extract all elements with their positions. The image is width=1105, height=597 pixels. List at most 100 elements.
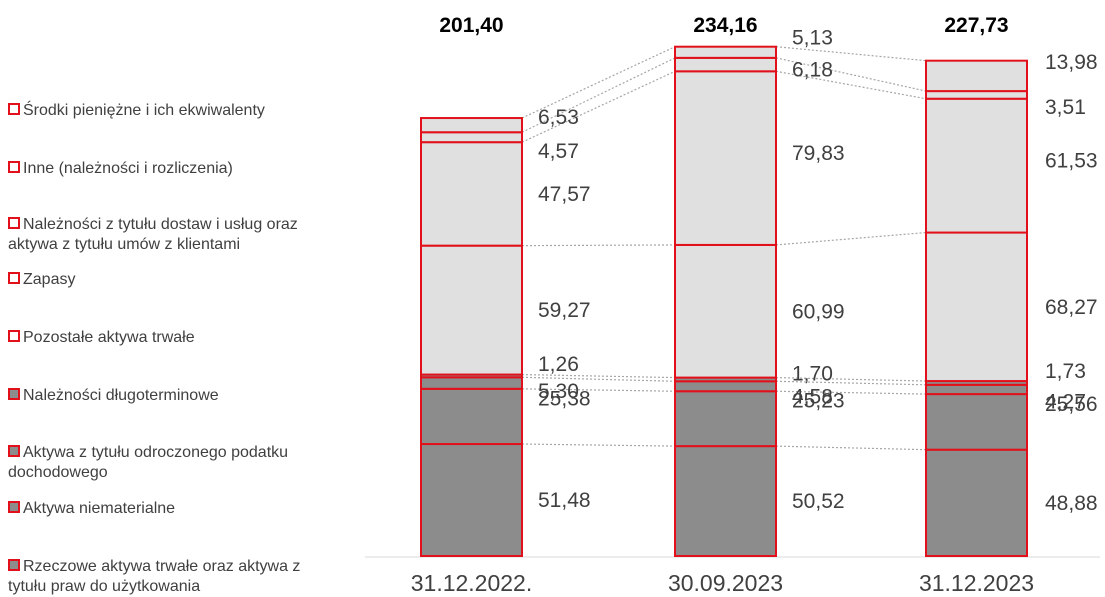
connector-line	[775, 46, 927, 62]
data-label: 4,58	[792, 385, 833, 408]
legend-item: Rzeczowe aktywa trwałe oraz aktywa z tytu…	[8, 557, 358, 597]
legend-label: dochodowego	[8, 464, 108, 481]
legend-item: Aktywa z tytułu odroczonego podatku docho…	[8, 443, 358, 483]
connector-line	[521, 388, 676, 392]
data-label: 4,57	[538, 140, 579, 163]
bar-segment	[674, 45, 777, 59]
legend-item: Należności długoterminowe	[8, 386, 358, 406]
bar-segment	[420, 141, 523, 247]
connector-line	[775, 70, 927, 100]
chart-legend: Środki pieniężne i ich ekwiwalenty Inne (…	[8, 0, 358, 597]
legend-label: Należności z tytułu dostaw i usług oraz	[23, 216, 298, 233]
legend-swatch	[8, 217, 20, 229]
data-label: 3,51	[1045, 96, 1086, 119]
connector-line	[521, 57, 676, 133]
connector-line	[775, 57, 927, 92]
category-label: 31.12.2022.	[411, 570, 533, 596]
bar-segment	[925, 393, 1028, 451]
total-label: 201,40	[439, 14, 503, 37]
legend-label: Należności długoterminowe	[23, 387, 219, 404]
data-label: 25,23	[792, 390, 845, 413]
legend-label: Zapasy	[23, 271, 76, 288]
legend-label: Rzeczowe aktywa trwałe oraz aktywa z	[23, 558, 301, 575]
data-label: 79,83	[792, 142, 845, 165]
data-label: 5,13	[792, 26, 833, 49]
legend-swatch	[8, 330, 20, 342]
bar-segment	[925, 59, 1028, 93]
total-label: 227,73	[944, 14, 1008, 37]
bar-segment	[925, 448, 1028, 558]
bar-segment	[674, 380, 777, 393]
connector-line	[775, 231, 927, 246]
data-label: 48,88	[1045, 492, 1098, 515]
bar-segment	[420, 443, 523, 558]
connector-line	[521, 46, 676, 119]
legend-item: Pozostałe aktywa trwałe	[8, 328, 358, 348]
legend-swatch	[8, 388, 20, 400]
data-label: 6,53	[538, 106, 579, 129]
legend-label: aktywa z tytułu umów z klientami	[8, 236, 241, 253]
data-label: 59,27	[538, 299, 591, 322]
bar-segment	[674, 243, 777, 379]
legend-item: Zapasy	[8, 270, 358, 290]
data-label: 50,52	[792, 490, 845, 513]
connector-line	[521, 244, 676, 247]
data-label: 25,38	[538, 387, 591, 410]
legend-swatch	[8, 501, 20, 513]
bar-segment	[925, 383, 1028, 396]
bar-segment	[674, 56, 777, 73]
bar-segment	[420, 131, 523, 144]
bar-segment	[674, 445, 777, 557]
bar-segment	[420, 376, 523, 390]
connector-line	[775, 390, 927, 395]
data-label: 1,70	[792, 362, 833, 385]
legend-swatch	[8, 161, 20, 173]
legend-swatch	[8, 103, 20, 115]
legend-label: Środki pieniężne i ich ekwiwalenty	[23, 102, 265, 119]
category-label: 30.09.2023	[668, 570, 783, 596]
legend-swatch	[8, 445, 20, 457]
data-label: 68,27	[1045, 296, 1098, 319]
connector-line	[521, 443, 676, 447]
data-label: 51,48	[538, 489, 591, 512]
bar-segment	[925, 90, 1028, 100]
data-label: 60,99	[792, 300, 845, 323]
bar-segment	[420, 387, 523, 446]
bar-3	[925, 59, 1028, 558]
data-label: 1,26	[538, 353, 579, 376]
data-label: 25,56	[1045, 393, 1098, 416]
data-label: 13,98	[1045, 51, 1098, 74]
bar-segment	[420, 244, 523, 376]
bar-2	[674, 45, 777, 557]
bar-segment	[420, 117, 523, 134]
legend-item: Środki pieniężne i ich ekwiwalenty	[8, 101, 358, 121]
connector-line	[521, 376, 676, 382]
bar-segment	[674, 390, 777, 448]
connector-line	[521, 70, 676, 143]
legend-item: Należności z tytułu dostaw i usług oraz a…	[8, 215, 358, 255]
data-label: 1,73	[1045, 360, 1086, 383]
bar-segment	[925, 97, 1028, 234]
legend-label: Aktywa niematerialne	[23, 500, 176, 517]
category-label: 31.12.2023	[919, 570, 1034, 596]
legend-label: Aktywa z tytułu odroczonego podatku	[23, 444, 289, 461]
bar-1	[420, 117, 523, 558]
total-label: 234,16	[693, 14, 757, 37]
legend-label: Inne (należności i rozliczenia)	[23, 160, 233, 177]
legend-swatch	[8, 272, 20, 284]
data-label: 5,30	[538, 380, 579, 403]
legend-label: tytułu praw do użytkowania	[8, 578, 201, 595]
connector-line	[521, 373, 676, 379]
legend-item: Aktywa niematerialne	[8, 499, 358, 519]
data-label: 6,18	[792, 59, 833, 82]
legend-item: Inne (należności i rozliczenia)	[8, 159, 358, 179]
connector-lines	[521, 46, 927, 451]
connector-line	[775, 380, 927, 386]
legend-label: Pozostałe aktywa trwałe	[23, 329, 195, 346]
bar-segment	[674, 70, 777, 246]
data-label: 47,57	[538, 183, 591, 206]
bar-segment	[925, 231, 1028, 383]
data-label: 4,27	[1045, 390, 1086, 413]
connector-line	[775, 445, 927, 451]
